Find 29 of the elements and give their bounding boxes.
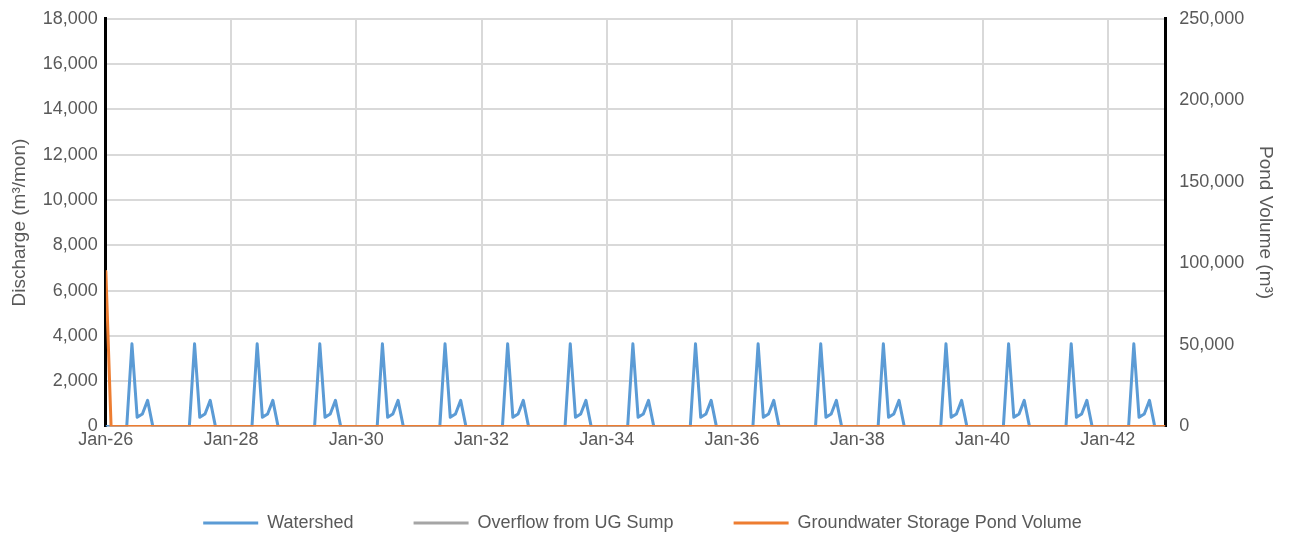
y-tick-label: 8,000 — [52, 234, 98, 255]
x-tick-label: Jan-28 — [203, 429, 259, 450]
y2-tick-label: 50,000 — [1179, 333, 1235, 354]
y-tick-label: 10,000 — [42, 188, 98, 209]
y-tick-label: 18,000 — [42, 7, 98, 28]
legend-label: Groundwater Storage Pond Volume — [797, 511, 1082, 532]
x-tick-label: Jan-42 — [1080, 429, 1136, 450]
y2-tick-label: 100,000 — [1179, 252, 1245, 273]
x-tick-label: Jan-32 — [454, 429, 510, 450]
y2-axis-title: Pond Volume (m³) — [1256, 146, 1278, 300]
x-tick-label: Jan-34 — [579, 429, 635, 450]
y-tick-label: 2,000 — [52, 370, 98, 391]
x-tick-label: Jan-40 — [954, 429, 1011, 450]
y-tick-label: 16,000 — [42, 53, 98, 74]
x-tick-label: Jan-36 — [704, 429, 760, 450]
y2-tick-label: 250,000 — [1179, 7, 1245, 28]
y-tick-label: 6,000 — [52, 279, 98, 300]
y2-tick-label: 200,000 — [1179, 89, 1245, 110]
y2-tick-label: 0 — [1179, 415, 1190, 436]
legend-label: Watershed — [267, 511, 354, 532]
y-tick-label: 0 — [87, 415, 98, 436]
x-tick-label: Jan-30 — [328, 429, 384, 450]
y-axis-title: Discharge (m³/mon) — [7, 138, 29, 307]
y-tick-label: 14,000 — [42, 98, 98, 119]
y-tick-label: 4,000 — [52, 324, 98, 345]
legend-label: Overflow from UG Sump — [477, 511, 674, 532]
y-tick-label: 12,000 — [42, 143, 98, 164]
y2-tick-label: 150,000 — [1179, 170, 1245, 191]
x-tick-label: Jan-38 — [829, 429, 885, 450]
